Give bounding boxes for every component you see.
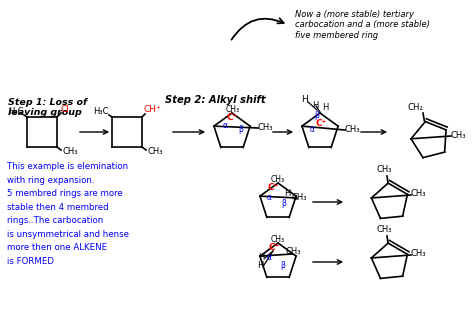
Text: H₃C: H₃C: [8, 108, 24, 117]
Text: H: H: [258, 253, 264, 262]
Text: CH₃: CH₃: [344, 126, 360, 135]
Text: CH⁺: CH⁺: [143, 105, 161, 114]
Text: Cl: Cl: [61, 105, 69, 114]
Text: CH₃: CH₃: [257, 123, 273, 132]
Text: Step 2: Alkyl shift: Step 2: Alkyl shift: [165, 95, 265, 105]
Text: CH₃: CH₃: [291, 193, 307, 202]
Text: C⁺: C⁺: [315, 118, 327, 127]
Text: CH₃: CH₃: [410, 250, 426, 259]
Text: CH₃: CH₃: [147, 148, 163, 157]
Text: H: H: [301, 95, 309, 104]
Text: α: α: [266, 193, 272, 202]
Text: CH₃: CH₃: [376, 225, 392, 234]
Text: CH₃: CH₃: [271, 175, 285, 184]
Text: CH₃: CH₃: [271, 234, 285, 243]
Text: β: β: [282, 200, 286, 209]
Text: α: α: [266, 253, 272, 262]
Text: CH₃: CH₃: [62, 148, 78, 157]
Text: H: H: [257, 262, 263, 271]
Text: CH₃: CH₃: [410, 189, 426, 198]
Text: α: α: [222, 122, 228, 131]
Text: CH₃: CH₃: [376, 166, 392, 175]
Text: β: β: [238, 125, 244, 134]
Text: CH₃: CH₃: [226, 104, 240, 113]
Text: Now a (more stable) tertiary
carbocation and a (more stable)
five membered ring: Now a (more stable) tertiary carbocation…: [295, 10, 430, 40]
Text: α: α: [310, 125, 315, 134]
Text: C⁺: C⁺: [267, 183, 279, 192]
Text: CH₃: CH₃: [450, 131, 466, 140]
Text: β: β: [315, 110, 319, 119]
Text: H: H: [322, 103, 328, 112]
Text: CH₃: CH₃: [285, 247, 301, 256]
Text: H₃C: H₃C: [93, 108, 109, 117]
Text: C⁺: C⁺: [268, 242, 280, 251]
Text: This example is elemination
with ring expansion.
5 membred rings are more
stable: This example is elemination with ring ex…: [7, 162, 129, 266]
Text: β: β: [281, 260, 285, 269]
Text: H: H: [284, 188, 290, 197]
Text: Step 1: Loss of
leaving group: Step 1: Loss of leaving group: [8, 98, 87, 117]
Text: H: H: [312, 100, 318, 109]
Text: CH₂: CH₂: [408, 103, 424, 112]
Text: C⁺: C⁺: [227, 113, 237, 122]
